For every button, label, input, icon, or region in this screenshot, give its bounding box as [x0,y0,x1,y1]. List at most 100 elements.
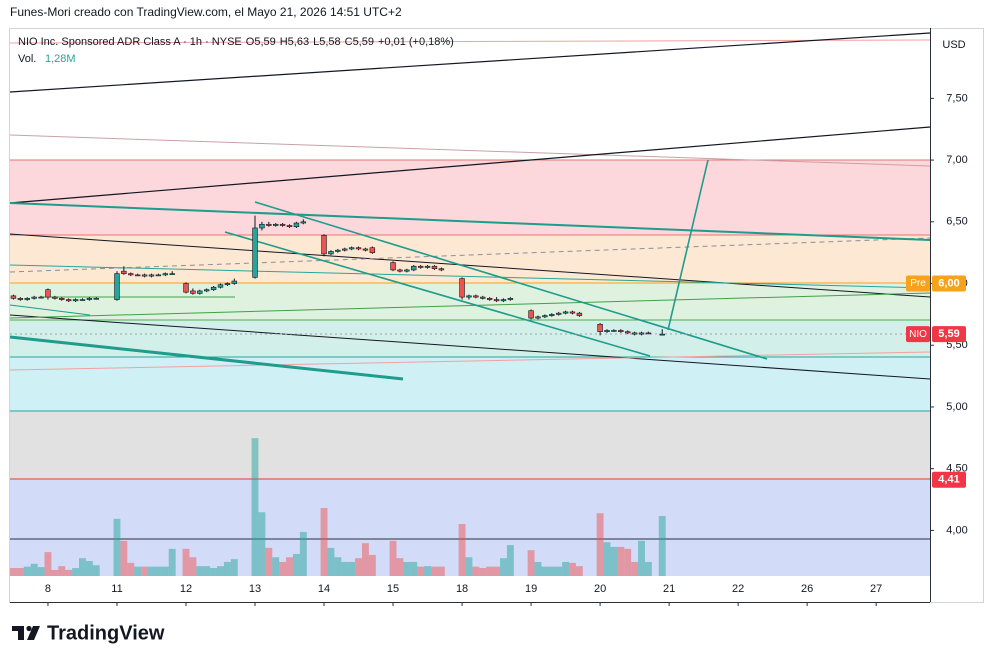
candle-body [321,235,327,255]
candle-body [362,248,369,251]
candle-body [273,223,279,226]
volume-bar [161,566,169,576]
logo: TradingView [12,622,165,644]
candle-body [528,310,534,319]
logo-mark [12,626,24,640]
volume-bar [617,546,625,576]
candle-body [155,274,162,277]
trend-line [9,32,931,93]
volume-bar [113,518,121,576]
volume-bar [327,547,335,576]
price-label-name: Pre [910,278,926,289]
volume-bar [368,554,376,576]
volume-bar [16,568,24,576]
volume-bar [603,542,611,576]
candle-body [17,298,24,300]
volume-bar [527,550,535,576]
volume-bar [500,558,507,576]
candle-body [286,225,293,228]
candle-body [162,273,169,276]
trend-line [9,233,931,298]
candle-body [417,265,424,268]
price-label-name-box [906,275,930,292]
candle-body [79,299,86,301]
volume-bar [65,569,73,576]
candle-body [500,299,507,302]
legend-change: +0,01 (+0,18%) [378,36,454,48]
logo-mark [26,625,32,632]
candle-body [24,298,30,300]
volume-bar [624,548,632,576]
x-tick-label: 14 [318,583,330,595]
candle-body [369,247,376,253]
volume-bar [230,559,238,576]
trend-line [9,335,404,381]
candle-body [52,296,58,299]
volume-bar [410,561,418,576]
candle-body [576,312,583,316]
candle-body [355,247,362,250]
candle-body [624,331,631,334]
candle-body [390,262,396,271]
trend-line [9,134,931,167]
volume-bar [44,552,52,576]
candle-body [59,298,65,300]
candle-body [266,223,272,226]
legend-low: L5,58 [313,36,341,48]
y-tick-label: 4,50 [946,463,967,475]
candle-body [121,270,127,274]
candle-body [535,316,541,319]
volume-value: 1,28M [45,53,76,65]
volume-bar [258,512,266,576]
volume-bar [465,557,473,576]
candle-body [259,223,265,229]
volume-bar [348,561,356,576]
candle-body [562,311,569,314]
trend-line [9,126,931,204]
volume-bar [79,558,86,576]
volume-bar [355,558,362,576]
candle-body [148,274,155,277]
price-label-value: 6,00 [938,277,959,289]
x-tick-label: 19 [525,583,537,595]
candle-body [542,315,548,318]
y-tick-label: 6,50 [946,216,967,228]
volume-bar [168,548,176,576]
candle-body [328,251,334,255]
volume-bar [30,563,38,576]
candle-body [618,330,624,332]
candle-body [604,330,610,332]
candle-body [86,298,93,300]
trend-line [667,159,709,331]
volume-bar [265,547,273,576]
candle-body [493,299,500,302]
candle-body [348,247,355,250]
volume-bar [210,568,218,576]
volume-bar [251,438,259,576]
volume-bar [644,561,652,576]
trend-line [9,292,931,319]
volume-bar [562,561,570,576]
candle-body [431,265,438,270]
volume-bar [417,566,425,576]
x-tick-label: 15 [387,583,399,595]
candle-body [197,290,203,294]
volume-bar [154,566,162,576]
volume-bar [92,565,100,576]
price-label-name-box [906,326,930,343]
candle-body [217,284,224,288]
candle-body [31,296,37,299]
candle-body [342,248,348,251]
trend-line [9,314,931,380]
zone [10,357,930,411]
candle-body [65,299,72,302]
y-tick-label: 7,50 [946,92,967,104]
trend-line [224,231,651,357]
candle-body [293,222,300,228]
volume-bar [196,566,204,576]
candle-body [638,332,645,335]
candle-body [645,332,652,335]
y-tick-label: 7,00 [946,154,967,166]
marks [10,215,666,576]
